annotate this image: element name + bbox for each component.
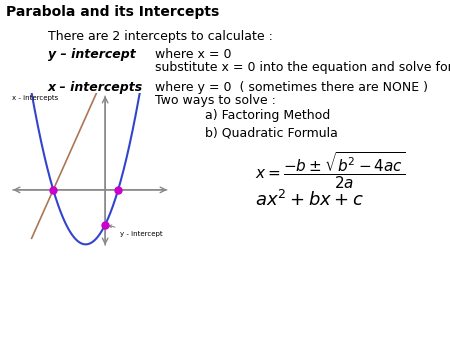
Text: y - intercept: y - intercept xyxy=(109,225,163,237)
Text: Two ways to solve :: Two ways to solve : xyxy=(155,94,276,107)
Text: where y = 0  ( sometimes there are NONE ): where y = 0 ( sometimes there are NONE ) xyxy=(155,81,428,94)
Text: where x = 0: where x = 0 xyxy=(155,48,231,61)
Text: a) Factoring Method: a) Factoring Method xyxy=(205,109,330,122)
Text: $ax^2 + bx + c$: $ax^2 + bx + c$ xyxy=(255,190,364,210)
Text: x - intercepts: x - intercepts xyxy=(12,95,58,101)
Text: b) Quadratic Formula: b) Quadratic Formula xyxy=(205,126,338,139)
Text: Parabola and its Intercepts: Parabola and its Intercepts xyxy=(6,5,219,19)
Text: x – intercepts: x – intercepts xyxy=(48,81,143,94)
Text: There are 2 intercepts to calculate :: There are 2 intercepts to calculate : xyxy=(48,30,273,43)
Text: y – intercept: y – intercept xyxy=(48,48,136,61)
Text: substitute x = 0 into the equation and solve for y: substitute x = 0 into the equation and s… xyxy=(155,61,450,74)
Text: $x = \dfrac{-b \pm \sqrt{b^2 - 4ac}}{2a}$: $x = \dfrac{-b \pm \sqrt{b^2 - 4ac}}{2a}… xyxy=(255,150,405,191)
